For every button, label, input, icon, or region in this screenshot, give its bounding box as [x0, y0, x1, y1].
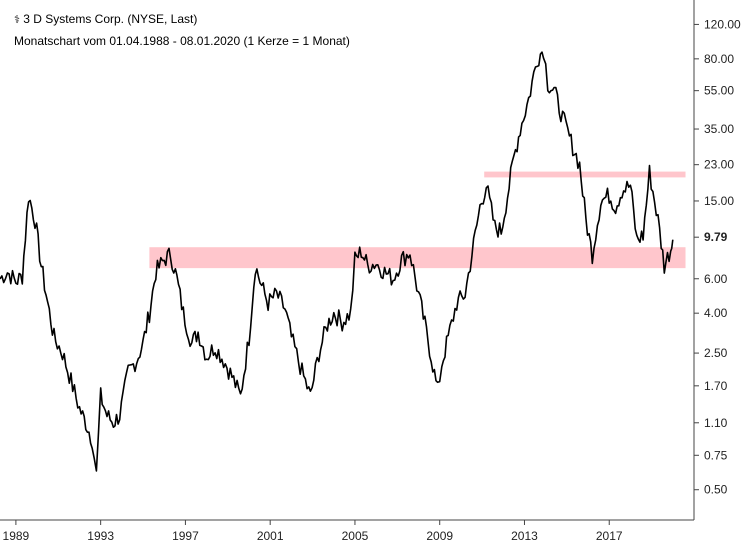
y-tick-label: 80.00 — [704, 52, 734, 66]
y-tick-label: 4.00 — [704, 306, 728, 320]
x-tick-label: 2009 — [426, 529, 453, 543]
x-tick-label: 2005 — [342, 529, 369, 543]
price-zone-1 — [484, 171, 686, 178]
y-tick-label: 0.50 — [704, 483, 728, 497]
chart-title-text: 3 D Systems Corp. (NYSE, Last) — [23, 12, 198, 26]
y-tick-label: 1.10 — [704, 416, 728, 430]
support-resistance-zones — [149, 171, 686, 269]
x-axis-ticks: 1989 1993 1997 2001 2005 2009 2013 2017 — [3, 520, 623, 543]
price-zone-0 — [149, 247, 686, 269]
x-tick-label: 2001 — [257, 529, 284, 543]
price-series — [0, 51, 674, 472]
y-tick-label: 55.00 — [704, 84, 734, 98]
x-tick-label: 1997 — [172, 529, 199, 543]
price-line-0 — [0, 51, 674, 472]
x-tick-label: 1989 — [3, 529, 30, 543]
y-tick-label: 0.75 — [704, 448, 728, 462]
y-tick-label: 2.50 — [704, 346, 728, 360]
chart-title: ⚕ 3 D Systems Corp. (NYSE, Last) — [14, 12, 197, 26]
x-tick-label: 2017 — [596, 529, 623, 543]
x-tick-label: 2013 — [511, 529, 538, 543]
y-tick-label: 6.00 — [704, 272, 728, 286]
y-tick-label: 120.00 — [704, 17, 741, 31]
y-tick-label: 9.79 — [704, 230, 728, 244]
y-tick-label: 35.00 — [704, 122, 734, 136]
y-tick-label: 1.70 — [704, 379, 728, 393]
y-tick-label: 23.00 — [704, 158, 734, 172]
y-tick-label: 15.00 — [704, 194, 734, 208]
y-axis-ticks: 120.00 80.00 55.00 35.00 23.00 15.00 9.79 6.00 4… — [694, 17, 741, 497]
candlestick-chart-icon: ⚕ — [14, 14, 20, 26]
x-tick-label: 1993 — [87, 529, 114, 543]
chart-subtitle: Monatschart vom 01.04.1988 - 08.01.2020 … — [14, 34, 350, 48]
